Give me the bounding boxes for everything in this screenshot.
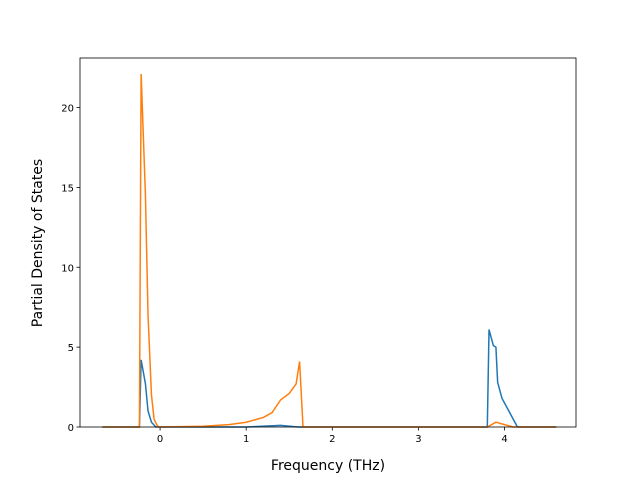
y-axis-label: Partial Density of States (30, 159, 46, 327)
y-tick-label: 5 (68, 343, 74, 354)
x-tick-label: 4 (501, 434, 507, 445)
y-tick-label: 10 (61, 263, 74, 274)
y-tick-label: 0 (68, 423, 74, 434)
x-tick-label: 1 (243, 434, 249, 445)
x-tick-label: 2 (329, 434, 335, 445)
y-tick-label: 15 (61, 183, 74, 194)
x-tick-label: 0 (157, 434, 163, 445)
x-tick-label: 3 (415, 434, 421, 445)
data-line (102, 73, 557, 428)
plot-frame (79, 57, 577, 428)
y-tick-label: 20 (61, 104, 74, 115)
x-axis-label: Frequency (THz) (271, 458, 385, 474)
data-line (102, 329, 557, 428)
